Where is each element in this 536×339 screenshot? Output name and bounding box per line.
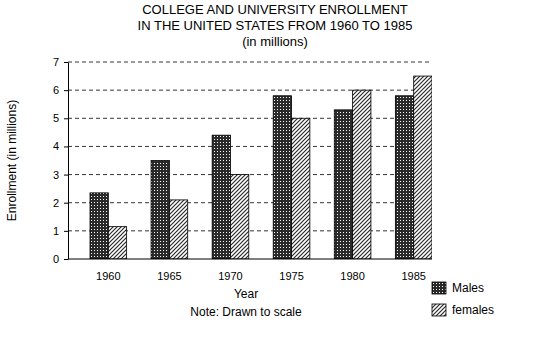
tick-mark xyxy=(64,90,68,91)
legend-swatch xyxy=(432,282,446,294)
tick-mark xyxy=(64,146,68,147)
tick-mark xyxy=(64,203,68,204)
bar xyxy=(108,227,126,259)
tick-label: 4 xyxy=(53,140,59,152)
tick: 2 xyxy=(53,197,68,209)
tick-mark xyxy=(64,259,68,260)
legend-label: females xyxy=(452,303,494,317)
legend-swatch xyxy=(432,304,446,316)
tick: 1975 xyxy=(279,270,303,282)
tick: 1960 xyxy=(96,270,120,282)
tick: 1985 xyxy=(401,270,425,282)
bar xyxy=(212,135,230,259)
grid-line xyxy=(68,146,432,147)
tick-label: 2 xyxy=(53,197,59,209)
tick-mark xyxy=(64,175,68,176)
tick: 5 xyxy=(53,112,68,124)
grid-line xyxy=(68,202,432,203)
tick-label: 1960 xyxy=(96,270,120,282)
x-axis: 1960 1965 1970 1975 1980 1985 xyxy=(96,270,426,282)
legend-label: Males xyxy=(452,281,484,295)
tick-label: 1980 xyxy=(340,270,364,282)
tick: 0 xyxy=(53,253,68,265)
tick-label: 1985 xyxy=(401,270,425,282)
tick-label: 1975 xyxy=(279,270,303,282)
grid-line xyxy=(68,118,432,119)
annotation: Note: Drawn to scale xyxy=(190,305,302,319)
title: IN THE UNITED STATES FROM 1960 TO 1985 xyxy=(138,18,413,33)
tick-mark xyxy=(64,62,68,63)
bar xyxy=(230,175,248,259)
subtitle: (in millions) xyxy=(242,34,308,49)
tick: 4 xyxy=(53,140,68,152)
legend: Males females xyxy=(432,281,494,317)
tick-label: 3 xyxy=(53,169,59,181)
tick-label: 1 xyxy=(53,225,59,237)
bar xyxy=(395,96,413,259)
tick-label: 7 xyxy=(53,56,59,68)
tick: 1 xyxy=(53,225,68,237)
bar xyxy=(334,110,352,259)
x-axis-title: Year xyxy=(234,287,258,301)
tick-label: 1965 xyxy=(157,270,181,282)
tick: 1970 xyxy=(218,270,242,282)
tick-label: 0 xyxy=(53,253,59,265)
bar xyxy=(90,193,108,259)
tick-mark xyxy=(64,118,68,119)
x-axis-line xyxy=(68,259,432,260)
tick-label: 1970 xyxy=(218,270,242,282)
tick: 7 xyxy=(53,56,68,68)
bar xyxy=(414,76,432,259)
tick: 3 xyxy=(53,169,68,181)
bar xyxy=(273,96,291,259)
y-axis: 0 1 2 3 4 5 6 7 xyxy=(53,56,69,265)
grid-line xyxy=(68,174,432,175)
tick-label: 6 xyxy=(53,84,59,96)
bar xyxy=(292,118,310,259)
chart: COLLEGE AND UNIVERSITY ENROLLMENTIN THE … xyxy=(0,0,536,339)
title-group: COLLEGE AND UNIVERSITY ENROLLMENTIN THE … xyxy=(138,2,413,33)
grid-line xyxy=(68,62,432,63)
bar xyxy=(169,200,187,259)
bars xyxy=(90,76,432,259)
title: COLLEGE AND UNIVERSITY ENROLLMENT xyxy=(142,2,408,17)
axis-line xyxy=(68,63,69,260)
grid-line xyxy=(68,90,432,91)
bar xyxy=(151,161,169,260)
grid xyxy=(68,62,432,231)
tick-mark xyxy=(64,231,68,232)
tick: 6 xyxy=(53,84,68,96)
tick-label: 5 xyxy=(53,112,59,124)
tick: 1980 xyxy=(340,270,364,282)
y-axis-title: Enrollment (in millions) xyxy=(5,100,19,221)
tick: 1965 xyxy=(157,270,181,282)
bar xyxy=(353,90,371,259)
